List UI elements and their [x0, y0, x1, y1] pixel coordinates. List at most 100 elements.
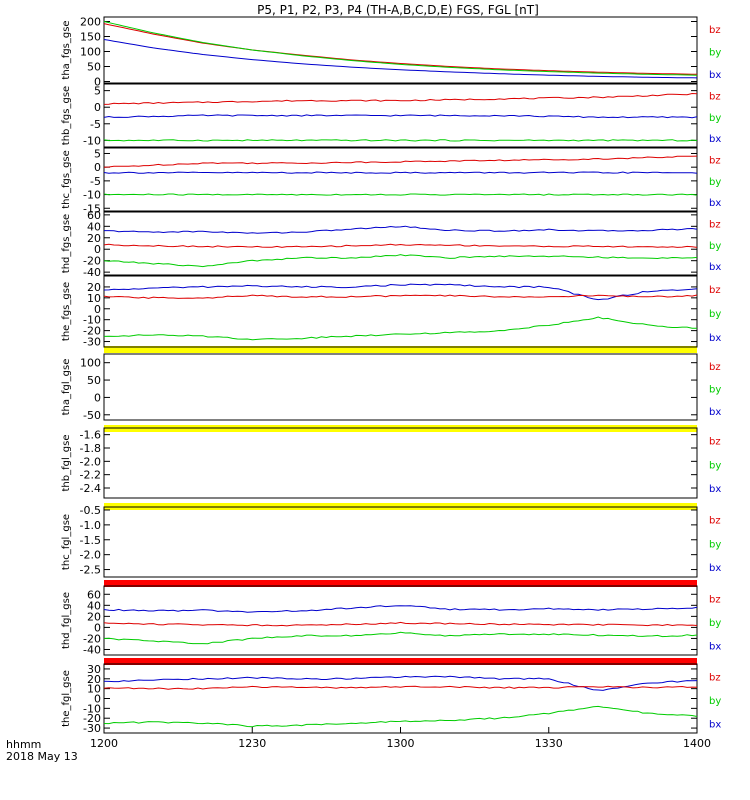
legend-by: by	[709, 47, 721, 58]
y-tick-label: 200	[80, 16, 101, 29]
panel-frame	[103, 427, 698, 499]
legend-bz: bz	[709, 437, 721, 448]
panel-thc_fgs_gse: 50-5-10-15 thc_fgs_gse bz by bx	[61, 147, 721, 215]
series-line-bx	[104, 225, 698, 234]
y-tick-label: -2.2	[80, 469, 101, 482]
series-line-by	[103, 139, 698, 142]
y-tick-label: 20	[87, 281, 101, 294]
y-tick-label: -1.0	[80, 519, 101, 532]
series-line-by	[103, 316, 698, 341]
y-tick-label: 60	[87, 209, 101, 222]
y-tick-label: 0	[94, 303, 101, 316]
y-tick-label: 10	[87, 683, 101, 696]
legend-bx: bx	[709, 333, 721, 344]
series-line-by	[103, 705, 698, 728]
x-tick-label: 1200	[90, 737, 118, 750]
legend-bz: bz	[709, 25, 721, 36]
y-tick-label: -5	[90, 175, 101, 188]
y-tick-label: 100	[80, 357, 101, 370]
legend-by: by	[709, 241, 721, 252]
legend-bz: bz	[709, 594, 721, 605]
y-tick-label: -1.5	[80, 534, 101, 547]
y-tick-label: -2.0	[80, 549, 101, 562]
y-tick-label: 20	[87, 673, 101, 686]
y-tick-label: 60	[87, 588, 101, 601]
y-tick-label: -5	[90, 118, 101, 131]
y-tick-label: 0	[94, 161, 101, 174]
legend-by: by	[709, 177, 721, 188]
y-tick-label: -0.5	[80, 504, 101, 517]
panel-thc_fgl_gse: -0.5 -1.0 -1.5 -2.0 -2.5 thc_fgl_gse bz by bx	[61, 504, 721, 578]
y-tick-label: -50	[83, 409, 101, 422]
legend-bx: bx	[709, 134, 721, 145]
legend-by: by	[709, 309, 721, 320]
y-tick-label: -1.6	[80, 429, 101, 442]
legend-bz: bz	[709, 672, 721, 683]
y-tick-label: -20	[83, 255, 101, 268]
y-axis-label: thc_fgl_gse	[61, 514, 72, 570]
y-tick-label: -10	[83, 702, 101, 715]
y-tick-label: 20	[87, 232, 101, 245]
legend-bx: bx	[709, 407, 721, 418]
y-tick-label: 5	[94, 85, 101, 98]
legend-by: by	[709, 460, 721, 471]
y-axis-label: thd_fgs_gse	[61, 214, 72, 273]
x-axis-caption-date: 2018 May 13	[6, 750, 78, 763]
y-tick-label: 0	[94, 693, 101, 706]
y-tick-label: 150	[80, 31, 101, 44]
series-line-bx	[103, 605, 698, 613]
panel-thb_fgs_gse: 5 0 -5 -10 thb_fgs_gse bz by bx	[61, 83, 721, 148]
series-line-bx	[103, 283, 698, 301]
legend-by: by	[709, 618, 721, 629]
y-axis-label: thb_fgs_gse	[61, 86, 72, 145]
panel-tha_fgl_gse: 100 50 0 -50 tha_fgl_gse bz by bx	[61, 353, 721, 422]
legend-bz: bz	[709, 362, 721, 373]
legend-by: by	[709, 696, 721, 707]
series-line-bz	[103, 155, 698, 168]
panel-thb_fgl_gse: -1.6-1.8-2.0-2.2-2.4 thb_fgl_gse bz by bx	[61, 427, 721, 499]
series-line-bz	[103, 243, 698, 248]
panel-frame	[103, 506, 698, 578]
y-axis-label: the_fgs_gse	[61, 282, 72, 341]
y-tick-label: -2.5	[80, 564, 101, 577]
legend-bx: bx	[709, 70, 721, 81]
y-tick-label: 30	[87, 663, 101, 676]
y-tick-label: 0	[94, 243, 101, 256]
y-tick-label: -10	[83, 189, 101, 202]
legend-bz: bz	[709, 219, 721, 230]
legend-bz: bz	[709, 91, 721, 102]
x-axis-caption-hhmm: hhmm	[6, 738, 41, 751]
y-tick-label: -2.0	[80, 455, 101, 468]
series-line-bz	[103, 92, 698, 105]
y-axis-label: tha_fgs_gse	[61, 20, 72, 79]
y-tick-label: 50	[87, 374, 101, 387]
legend-bz: bz	[709, 285, 721, 296]
x-tick-label: 1400	[683, 737, 711, 750]
panel-frame	[103, 211, 698, 276]
x-axis: 1200 1230 1300 1330 1400	[90, 727, 711, 750]
y-axis-label: thb_fgl_gse	[61, 435, 72, 492]
quality-flag-bar	[104, 346, 697, 353]
y-tick-label: 20	[87, 610, 101, 623]
legend-bx: bx	[709, 262, 721, 273]
panel-frame	[103, 16, 698, 84]
legend-bx: bx	[709, 719, 721, 730]
panel-frame	[103, 83, 698, 148]
legend-bx: bx	[709, 198, 721, 209]
series-line-bz	[103, 294, 698, 299]
x-tick-label: 1230	[238, 737, 266, 750]
series-line-bx	[103, 39, 698, 79]
y-tick-label: 40	[87, 599, 101, 612]
y-axis-label: thd_fgl_gse	[61, 592, 72, 649]
y-axis-label: tha_fgl_gse	[61, 359, 72, 416]
y-tick-label: -10	[83, 134, 101, 147]
y-tick-label: 10	[87, 292, 101, 305]
panel-frame	[103, 147, 698, 212]
y-tick-label: 5	[94, 147, 101, 160]
y-tick-label: -2.4	[80, 482, 101, 495]
